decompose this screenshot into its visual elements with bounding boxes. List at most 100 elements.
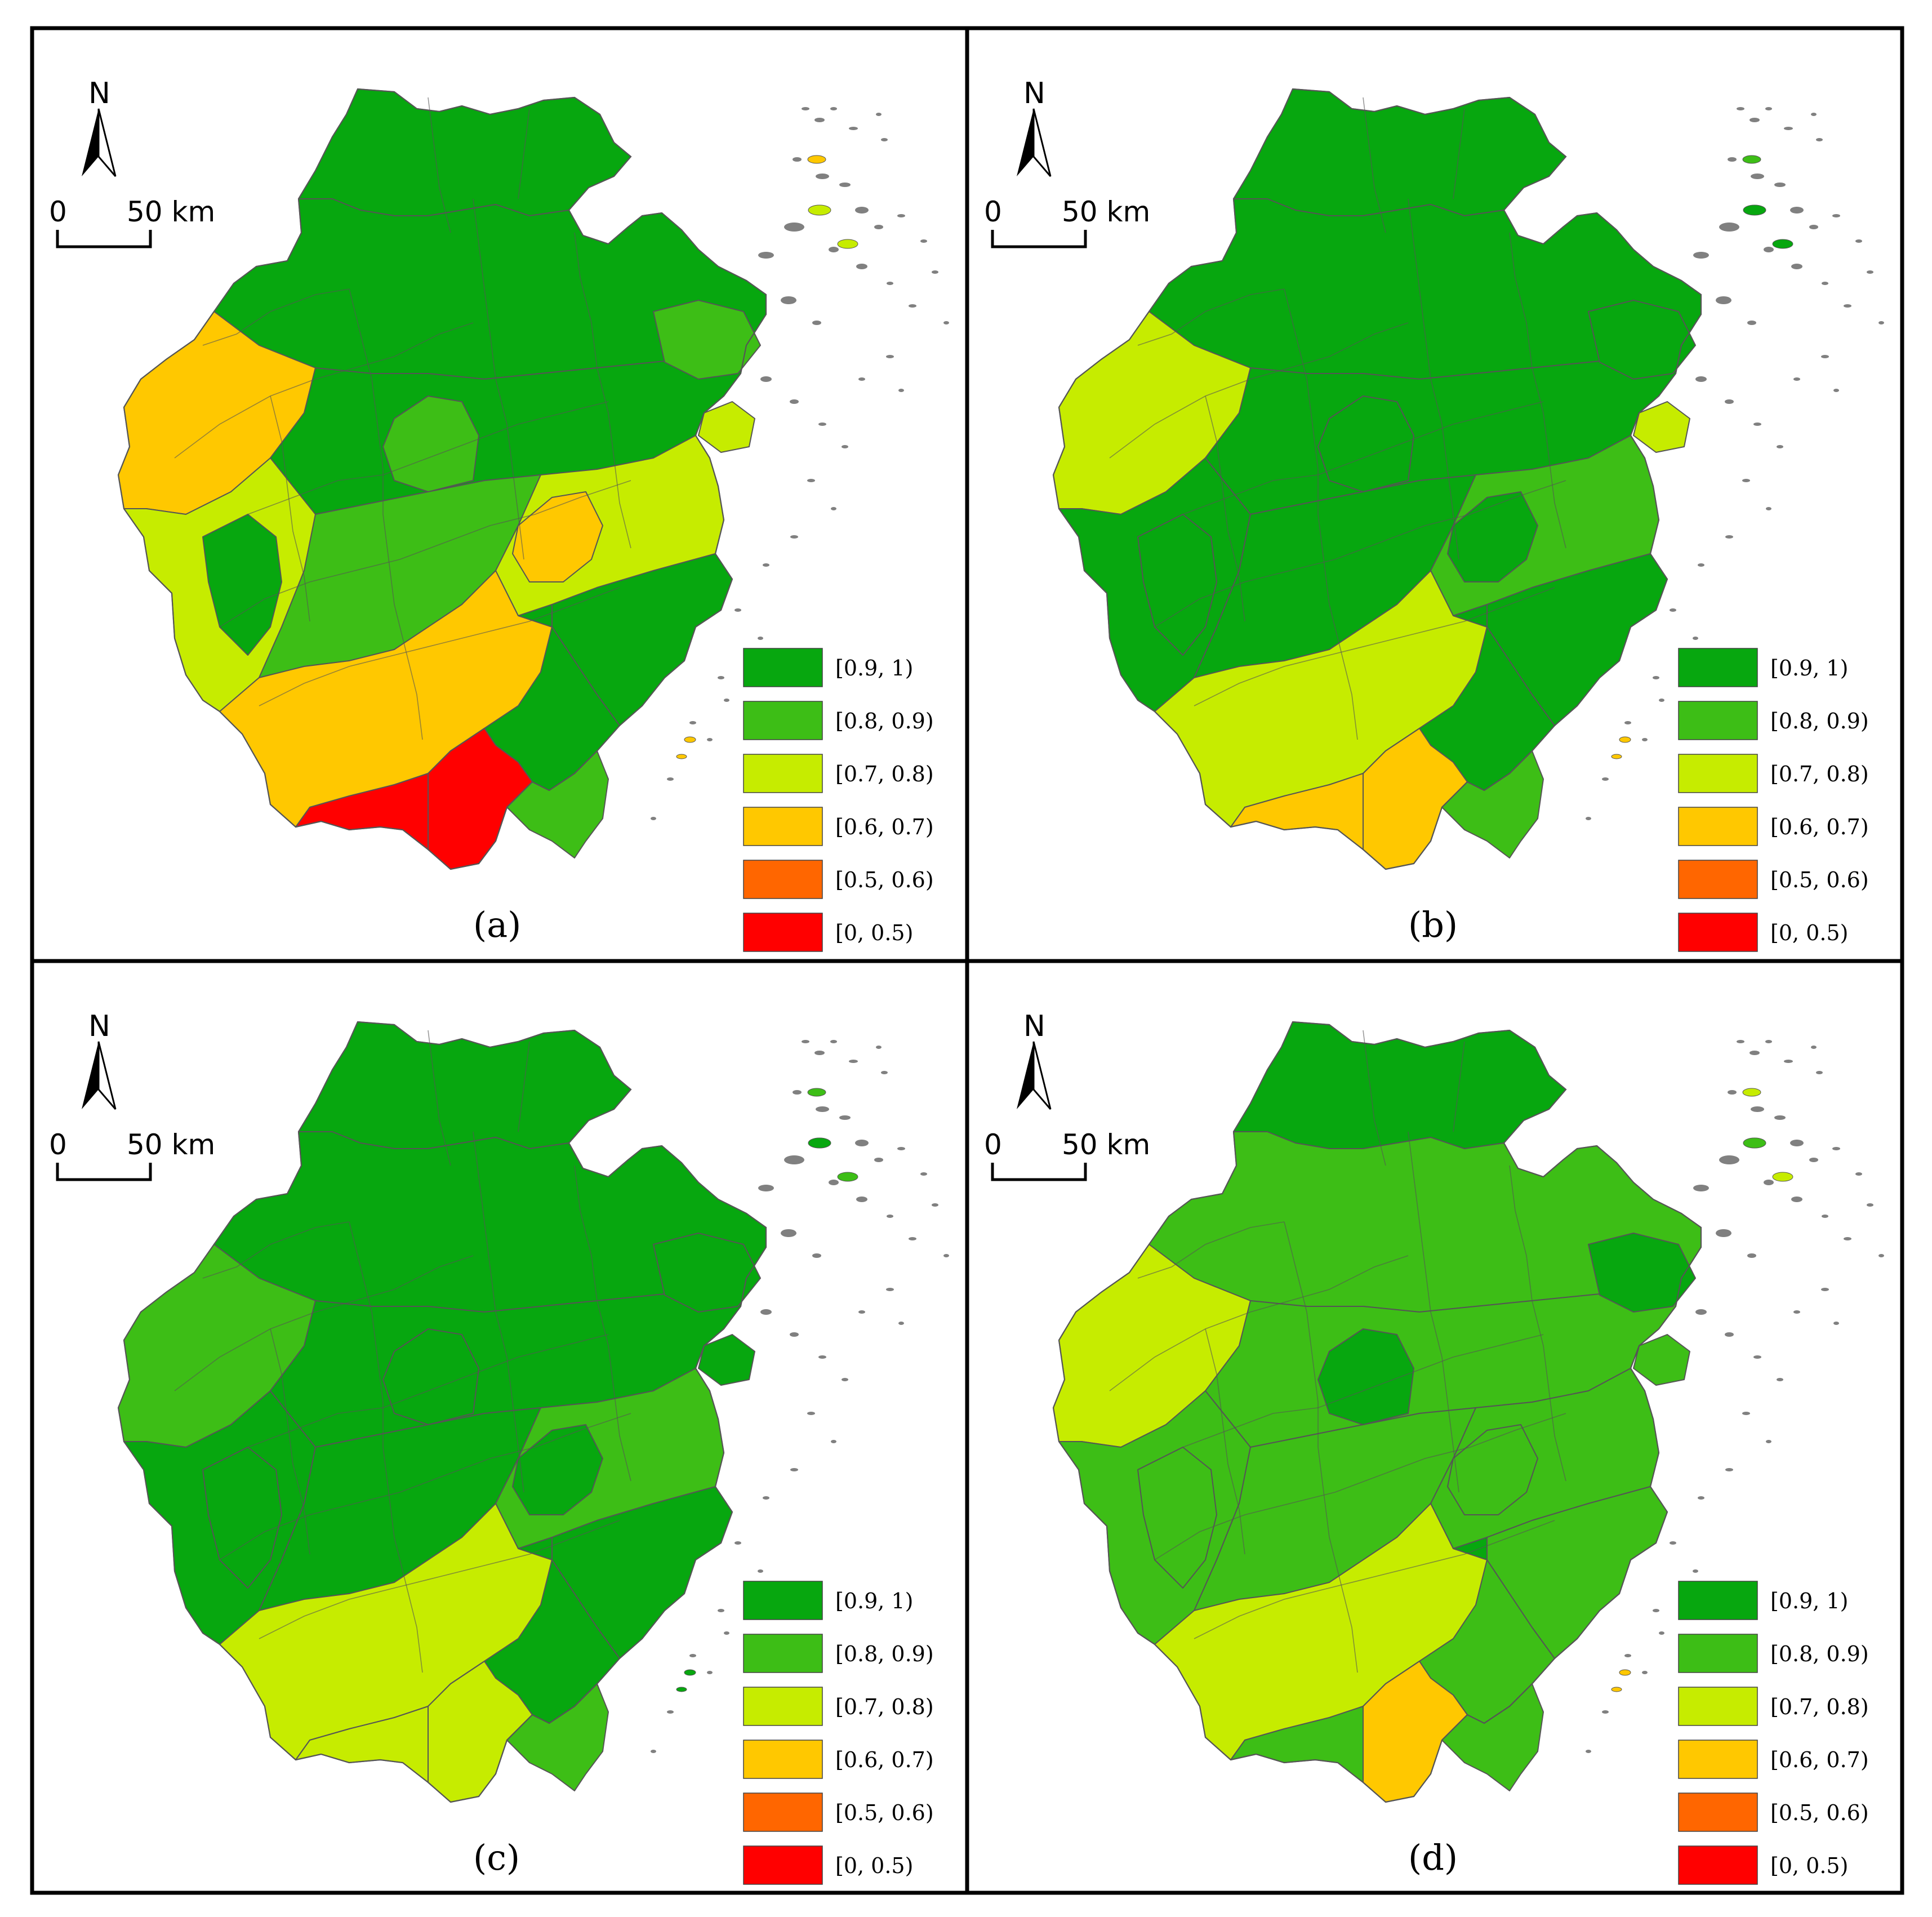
island xyxy=(1793,1310,1800,1314)
island xyxy=(943,321,949,324)
island xyxy=(1653,1609,1659,1612)
province-outline xyxy=(117,88,767,870)
district-boundary xyxy=(202,288,350,346)
island xyxy=(1816,1071,1823,1074)
legend-swatch xyxy=(1678,1687,1758,1726)
island xyxy=(1832,214,1840,217)
legend-swatch xyxy=(743,1845,823,1885)
island xyxy=(784,223,804,232)
region-16 xyxy=(1588,1233,1696,1313)
island xyxy=(886,1288,894,1291)
island xyxy=(1725,399,1734,404)
legend-label: [0.6, 0.7) xyxy=(1770,815,1869,839)
legend-label: [0.9, 1) xyxy=(1770,656,1848,680)
island xyxy=(1602,777,1609,781)
island xyxy=(1693,637,1698,640)
district-boundary xyxy=(1137,401,1544,537)
island xyxy=(874,225,883,229)
legend-label: [0.5, 0.6) xyxy=(835,868,934,892)
district-boundary xyxy=(1205,1328,1245,1555)
legend-label: [0.8, 0.9) xyxy=(835,1642,934,1666)
district-boundary xyxy=(1137,288,1285,346)
district-boundary xyxy=(1363,1030,1386,1166)
region-13 xyxy=(382,1328,479,1425)
district-boundary xyxy=(1137,1334,1544,1470)
legend-swatch xyxy=(1678,1581,1758,1620)
island-region xyxy=(837,239,858,249)
island xyxy=(1751,1106,1764,1112)
legend-label: [0, 0.5) xyxy=(1770,920,1848,945)
island xyxy=(1693,1569,1698,1573)
legend-swatch xyxy=(1678,860,1758,899)
island-region xyxy=(1619,736,1631,743)
island xyxy=(1821,355,1829,358)
scale-zero-label: 0 xyxy=(49,1128,67,1161)
legend: [0.9, 1) [0.8, 0.9) [0.7, 0.8) [0.6, 0.7) [0… xyxy=(1678,648,1869,952)
district-boundary xyxy=(518,108,530,199)
island xyxy=(790,399,799,404)
island xyxy=(763,563,769,567)
map-panel-c: N 0 50 km [0.9, 1) [0.8, 0.9) [0.7, 0.8) [0.6,… xyxy=(49,1009,949,1885)
district-boundary xyxy=(1363,97,1386,233)
island xyxy=(1855,239,1862,243)
island xyxy=(858,1310,865,1314)
district-boundary xyxy=(349,288,423,740)
district-boundary xyxy=(1205,395,1245,622)
region-17 xyxy=(698,401,755,453)
panel-label: (b) xyxy=(1408,904,1458,945)
island xyxy=(1867,270,1873,274)
province-outline xyxy=(1052,88,1702,870)
island xyxy=(1670,1541,1676,1545)
scale-zero-label: 0 xyxy=(984,1128,1002,1161)
island xyxy=(1751,174,1764,179)
island xyxy=(1833,1322,1839,1325)
island-region xyxy=(1619,1669,1631,1676)
region-14 xyxy=(202,1447,282,1589)
north-arrow-icon xyxy=(1017,108,1052,177)
island xyxy=(790,1332,799,1337)
island xyxy=(734,608,741,612)
island xyxy=(874,1158,883,1162)
island xyxy=(1737,107,1744,110)
district-boundary xyxy=(270,1328,310,1555)
island xyxy=(1816,138,1823,141)
island xyxy=(831,507,836,510)
island xyxy=(897,214,905,217)
district-boundary xyxy=(518,1041,530,1132)
island xyxy=(1793,377,1800,381)
legend-swatch xyxy=(1678,1634,1758,1673)
island-region xyxy=(1772,1172,1793,1182)
legend-label: [0, 0.5) xyxy=(835,920,913,945)
district-boundary xyxy=(1154,1413,1566,1560)
map-panel-a: N 0 50 km [0.9, 1) [0.8, 0.9) [0.7, 0.8) [0.6,… xyxy=(49,77,949,952)
island xyxy=(1809,1158,1818,1162)
legend-label: [0.9, 1) xyxy=(835,656,913,680)
island xyxy=(1659,699,1664,702)
legend-swatch xyxy=(743,807,823,846)
island xyxy=(718,676,724,679)
legend-swatch xyxy=(743,913,823,952)
island xyxy=(1642,1671,1648,1674)
island xyxy=(651,817,656,820)
island xyxy=(886,355,894,358)
island xyxy=(881,1071,888,1074)
island xyxy=(1844,1237,1851,1240)
island xyxy=(887,282,893,285)
island xyxy=(1747,321,1756,325)
island-region xyxy=(1611,1687,1622,1692)
island xyxy=(1747,1253,1756,1258)
island xyxy=(1832,1147,1840,1150)
island xyxy=(839,183,851,187)
district-boundary xyxy=(1154,480,1566,628)
district-boundary xyxy=(1137,1221,1285,1279)
island xyxy=(1764,247,1774,252)
island xyxy=(829,247,839,252)
district-boundary xyxy=(574,1165,631,1482)
legend-label: [0, 0.5) xyxy=(1770,1853,1848,1878)
north-label: N xyxy=(88,1009,110,1043)
region-17 xyxy=(698,1334,755,1386)
island xyxy=(758,1185,774,1191)
island xyxy=(1753,422,1761,426)
map-panel-d: N 0 50 km [0.9, 1) [0.8, 0.9) [0.7, 0.8) [0.6,… xyxy=(984,1009,1884,1885)
island xyxy=(790,535,798,539)
